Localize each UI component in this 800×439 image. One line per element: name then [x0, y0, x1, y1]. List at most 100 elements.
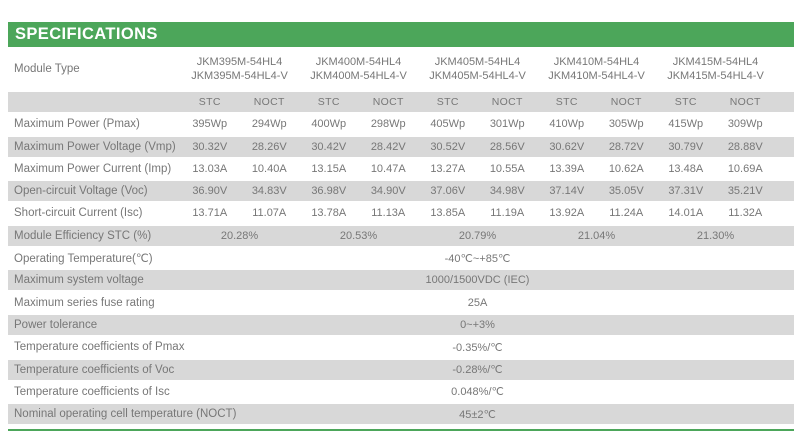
spec-row-temp-coeff-isc: Temperature coefficients of Isc 0.048%/℃ — [8, 382, 794, 402]
module-name: JKM415M-54HL4 JKM415M-54HL4-V — [656, 55, 775, 83]
row-label: Power tolerance — [14, 318, 98, 331]
row-label: Module Efficiency STC (%) — [14, 229, 152, 242]
value-cell: 11.13A — [371, 207, 406, 220]
condition-header: STC — [436, 96, 459, 108]
value-cell: 11.19A — [490, 207, 525, 220]
row-label: Operating Temperature(℃) — [14, 253, 153, 266]
condition-header: NOCT — [372, 96, 404, 108]
value-cell: 294Wp — [251, 118, 287, 131]
condition-header: STC — [555, 96, 578, 108]
value-cell: 36.98V — [311, 185, 347, 198]
value-cell: 0~+3% — [460, 318, 495, 331]
value-cell: -0.35%/℃ — [452, 341, 503, 354]
condition-header: NOCT — [491, 96, 523, 108]
value-cell: 30.62V — [549, 140, 585, 153]
value-cell: 28.26V — [251, 140, 287, 153]
spec-row-power-tolerance: Power tolerance 0~+3% — [8, 314, 794, 335]
value-cell: 0.048%/℃ — [451, 386, 504, 399]
value-cell: 13.78A — [311, 207, 347, 220]
value-cell: 34.98V — [489, 185, 525, 198]
module-name: JKM410M-54HL4 JKM410M-54HL4-V — [537, 55, 656, 83]
condition-header: STC — [198, 96, 221, 108]
spec-row-voc: Open-circuit Voltage (Voc) 36.90V 34.83V… — [8, 181, 794, 202]
value-cell: 14.01A — [668, 207, 704, 220]
value-cell: 20.28% — [220, 229, 259, 242]
row-label: Maximum series fuse rating — [14, 296, 155, 309]
value-cell: 36.90V — [192, 185, 228, 198]
spec-row-efficiency: Module Efficiency STC (%) 20.28% 20.53% … — [8, 225, 794, 246]
value-cell: 11.07A — [252, 207, 287, 220]
condition-header-cells: STC NOCT STC NOCT STC NOCT STC NOCT STC … — [180, 96, 775, 108]
module-name-line2: JKM415M-54HL4-V — [667, 69, 764, 82]
condition-header: NOCT — [253, 96, 285, 108]
value-cell: 405Wp — [430, 118, 466, 131]
value-cell: 30.79V — [668, 140, 704, 153]
row-label: Open-circuit Voltage (Voc) — [14, 185, 148, 198]
value-cell: 13.15A — [311, 162, 347, 175]
value-cell: 10.69A — [727, 162, 763, 175]
spec-row-operating-temperature: Operating Temperature(℃) -40℃~+85℃ — [8, 248, 794, 268]
value-cell: 13.92A — [549, 207, 585, 220]
spec-row-max-fuse-rating: Maximum series fuse rating 25A — [8, 293, 794, 313]
value-cell: 400Wp — [311, 118, 347, 131]
value-cell: -0.28%/℃ — [452, 364, 503, 377]
spec-row-pmax: Maximum Power (Pmax) 395Wp 294Wp 400Wp 2… — [8, 114, 794, 134]
value-cell: 28.56V — [489, 140, 525, 153]
row-values: 20.28% 20.53% 20.79% 21.04% 21.30% — [180, 230, 775, 242]
bottom-accent-line — [8, 429, 794, 432]
value-cell: 11.24A — [609, 207, 644, 220]
condition-header: STC — [674, 96, 697, 108]
module-name: JKM400M-54HL4 JKM400M-54HL4-V — [299, 55, 418, 83]
value-cell: 25A — [467, 296, 488, 309]
value-cell: 415Wp — [668, 118, 704, 131]
value-cell: 21.04% — [577, 229, 616, 242]
value-cell: 298Wp — [370, 118, 406, 131]
module-type-label: Module Type — [14, 62, 80, 75]
value-cell: 34.83V — [251, 185, 287, 198]
row-label: Maximum Power (Pmax) — [14, 118, 140, 131]
module-name-line2: JKM405M-54HL4-V — [429, 69, 526, 82]
value-cell: 37.31V — [668, 185, 704, 198]
spec-row-temp-coeff-pmax: Temperature coefficients of Pmax -0.35%/… — [8, 337, 794, 357]
value-cell: 13.85A — [430, 207, 466, 220]
value-cell: 10.40A — [251, 162, 287, 175]
spec-row-max-system-voltage: Maximum system voltage 1000/1500VDC (IEC… — [8, 270, 794, 291]
value-cell: 1000/1500VDC (IEC) — [425, 274, 530, 287]
row-label: Temperature coefficients of Voc — [14, 363, 175, 376]
spec-row-noct: Nominal operating cell temperature (NOCT… — [8, 404, 794, 425]
spec-row-vmp: Maximum Power Voltage (Vmp) 30.32V 28.26… — [8, 136, 794, 157]
module-name-line1: JKM395M-54HL4 — [196, 55, 283, 68]
value-cell: 305Wp — [608, 118, 644, 131]
module-name-line2: JKM400M-54HL4-V — [310, 69, 407, 82]
value-cell: 13.71A — [192, 207, 228, 220]
value-cell: 13.39A — [549, 162, 585, 175]
value-cell: 45±2℃ — [459, 408, 496, 421]
condition-header-row: STC NOCT STC NOCT STC NOCT STC NOCT STC … — [8, 92, 794, 112]
module-type-row: Module Type JKM395M-54HL4 JKM395M-54HL4-… — [8, 47, 794, 90]
condition-header: STC — [317, 96, 340, 108]
module-name-groups: JKM395M-54HL4 JKM395M-54HL4-V JKM400M-54… — [180, 55, 775, 83]
row-values: 13.71A 11.07A 13.78A 11.13A 13.85A 11.19… — [180, 207, 775, 219]
value-cell: 11.32A — [728, 207, 763, 220]
module-name: JKM405M-54HL4 JKM405M-54HL4-V — [418, 55, 537, 83]
value-cell: 30.42V — [311, 140, 347, 153]
value-cell: 10.62A — [608, 162, 644, 175]
row-label: Short-circuit Current (Isc) — [14, 207, 143, 220]
condition-header: NOCT — [729, 96, 761, 108]
row-label: Maximum Power Current (Imp) — [14, 162, 172, 175]
value-cell: 13.48A — [668, 162, 704, 175]
value-cell: 34.90V — [370, 185, 406, 198]
module-name-line1: JKM410M-54HL4 — [553, 55, 640, 68]
value-cell: 309Wp — [727, 118, 763, 131]
row-label: Maximum system voltage — [14, 274, 144, 287]
module-name-line1: JKM400M-54HL4 — [315, 55, 402, 68]
value-cell: 30.52V — [430, 140, 466, 153]
page-title: SPECIFICATIONS — [15, 25, 158, 43]
module-name-line2: JKM410M-54HL4-V — [548, 69, 645, 82]
row-label: Maximum Power Voltage (Vmp) — [14, 140, 176, 153]
value-cell: 10.55A — [489, 162, 525, 175]
row-label: Nominal operating cell temperature (NOCT… — [14, 408, 237, 421]
row-values: 30.32V 28.26V 30.42V 28.42V 30.52V 28.56… — [180, 141, 775, 153]
module-name-line1: JKM415M-54HL4 — [672, 55, 759, 68]
